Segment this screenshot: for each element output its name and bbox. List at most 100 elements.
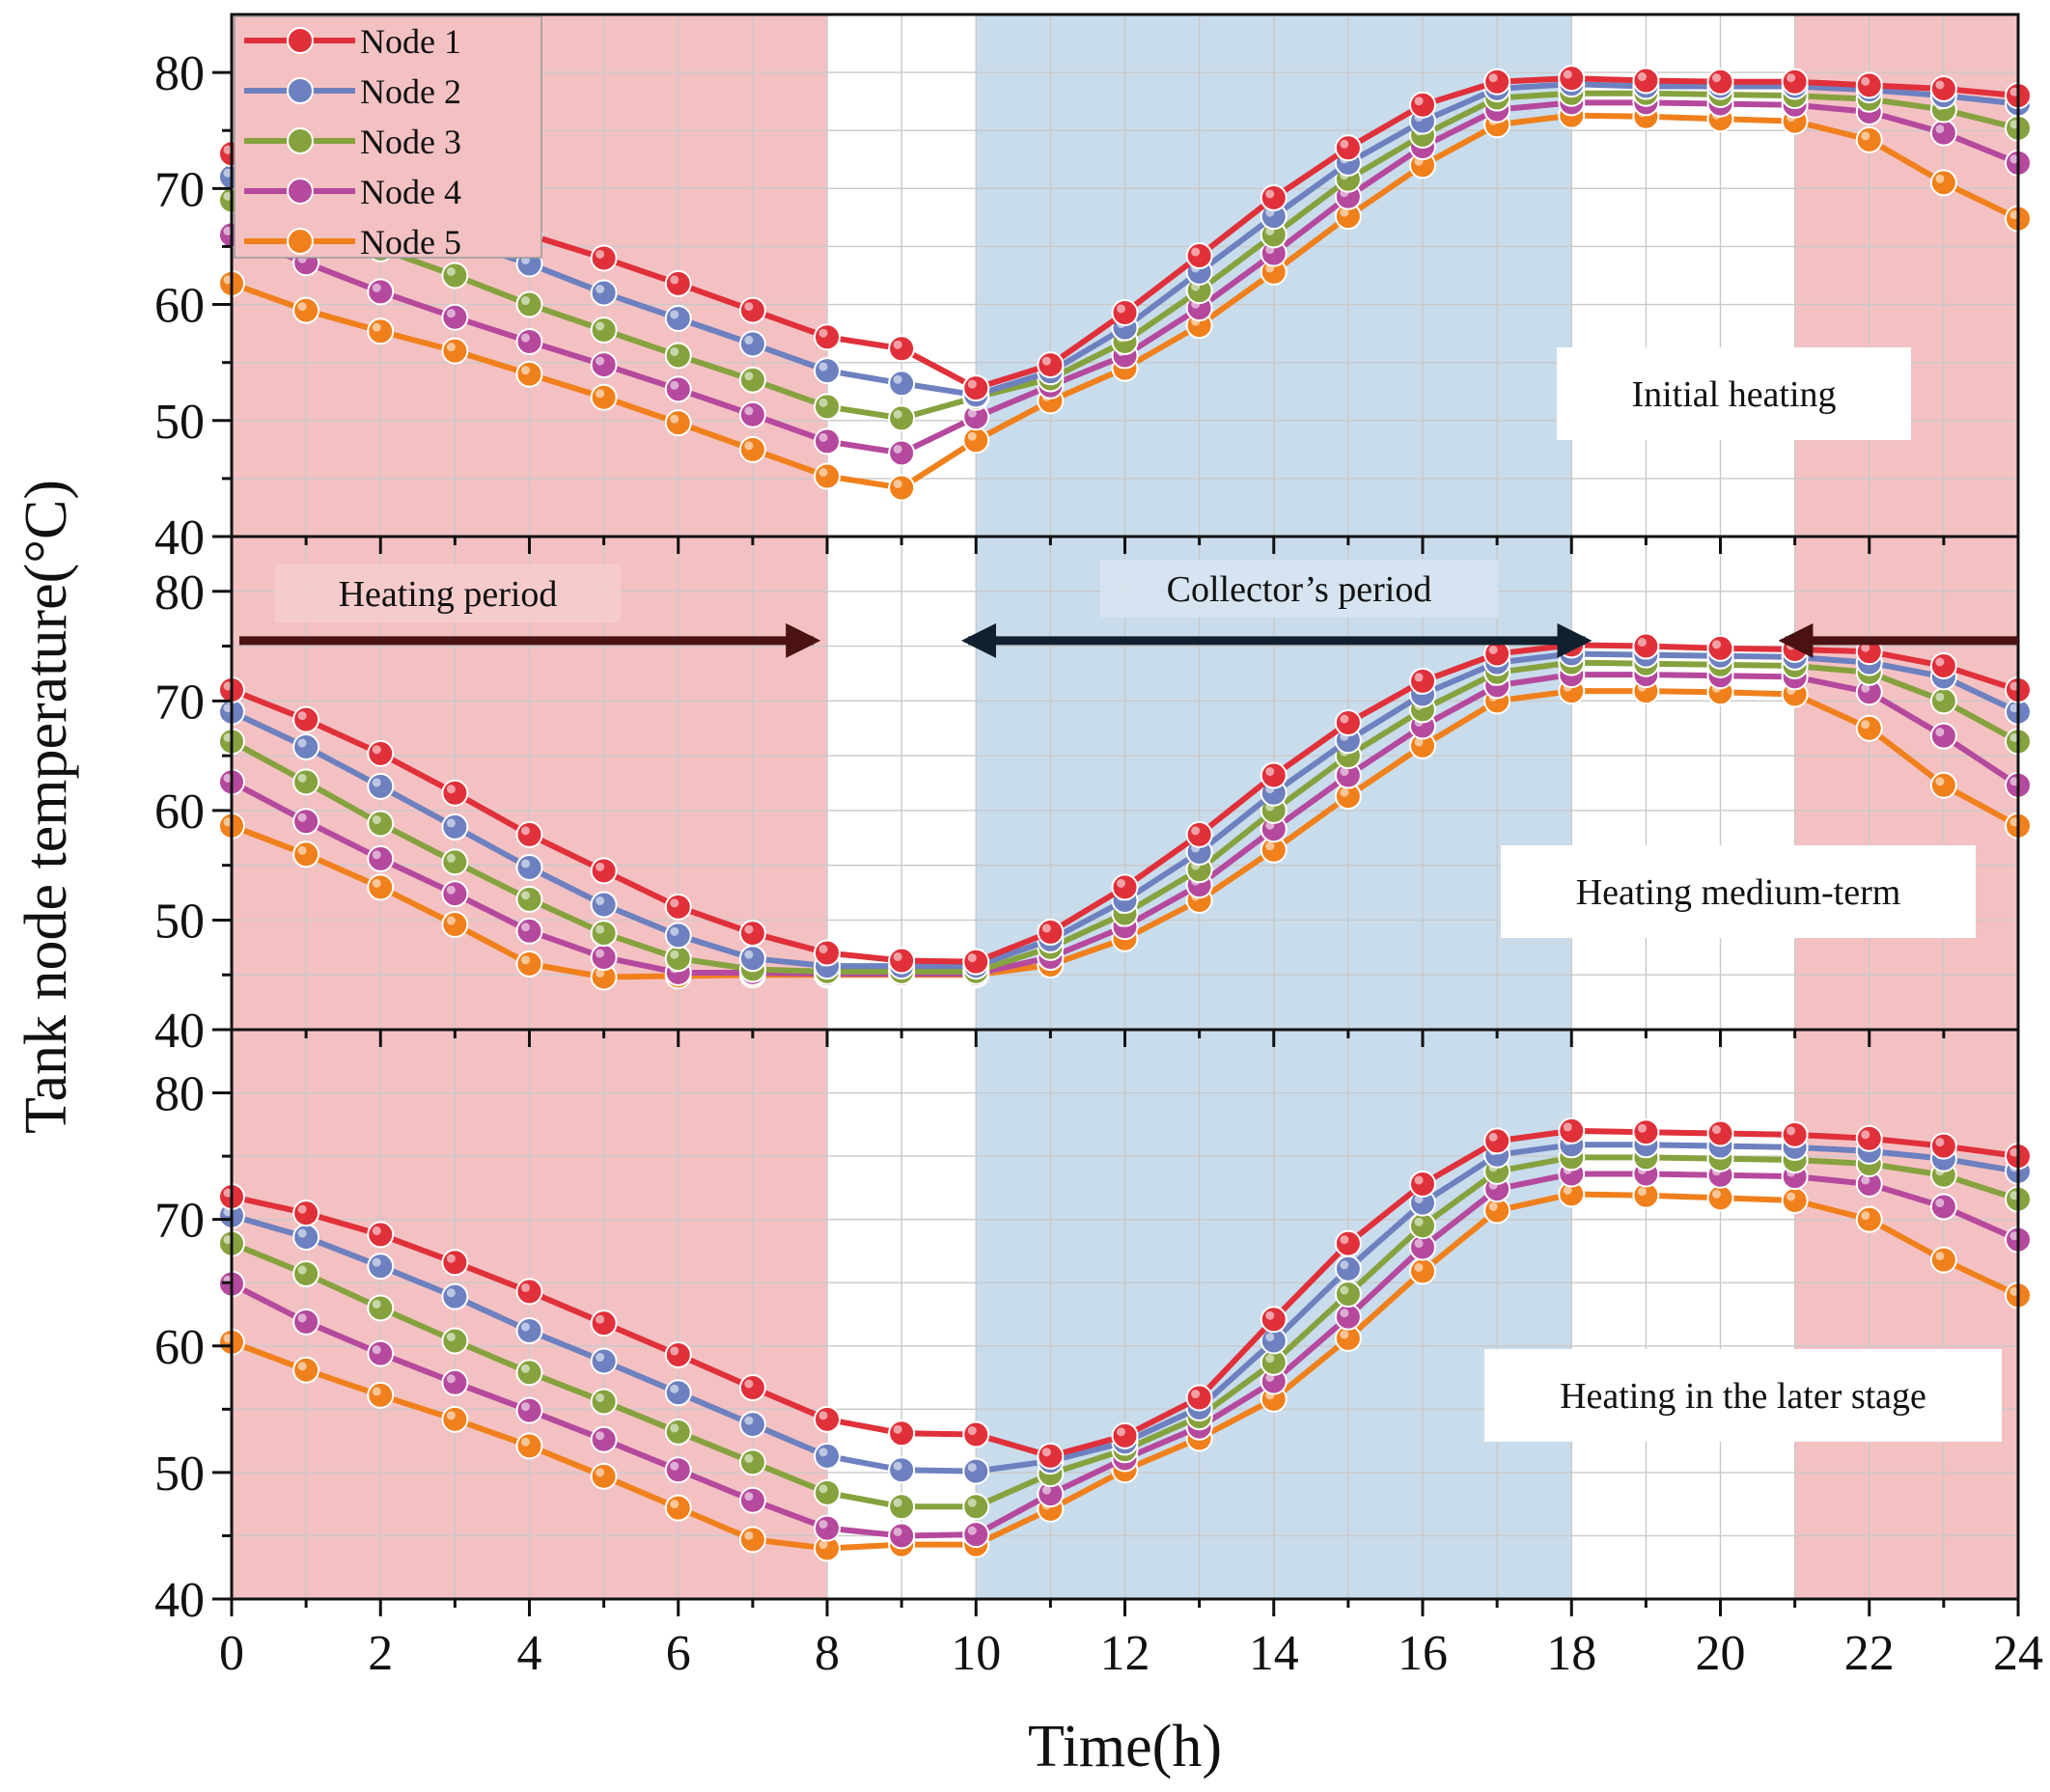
x-tick-label: 22 xyxy=(1844,1626,1895,1681)
data-point xyxy=(367,1221,395,1249)
point-highlight xyxy=(2009,732,2019,742)
y-tick-label: 60 xyxy=(154,279,205,334)
point-highlight xyxy=(670,1500,679,1509)
point-highlight xyxy=(223,226,233,235)
data-point xyxy=(292,768,320,796)
data-point xyxy=(515,328,543,356)
data-point xyxy=(1409,1212,1436,1240)
data-point xyxy=(590,1310,618,1337)
point-highlight xyxy=(2009,87,2019,96)
point-highlight xyxy=(446,785,456,794)
point-highlight xyxy=(372,778,381,787)
y-tick-label: 70 xyxy=(154,162,205,217)
panel-title: Heating in the later stage xyxy=(1560,1376,1926,1417)
point-highlight xyxy=(372,878,381,888)
x-tick-label: 10 xyxy=(951,1626,1001,1681)
data-point xyxy=(664,893,692,921)
point-highlight xyxy=(297,1228,307,1238)
point-highlight xyxy=(967,379,977,389)
point-highlight xyxy=(521,826,530,836)
data-point xyxy=(888,439,916,467)
point-highlight xyxy=(223,817,233,827)
y-tick-label: 80 xyxy=(154,46,205,101)
data-point xyxy=(664,375,692,403)
point-highlight xyxy=(521,1282,530,1292)
data-point xyxy=(590,1462,618,1490)
legend-marker xyxy=(287,27,314,54)
data-point xyxy=(515,1317,543,1345)
point-highlight xyxy=(967,408,977,418)
point-highlight xyxy=(1414,1175,1424,1185)
data-point xyxy=(515,820,543,848)
x-tick-label: 12 xyxy=(1100,1626,1150,1681)
data-point xyxy=(1185,820,1213,848)
data-point xyxy=(664,1456,692,1484)
point-highlight xyxy=(596,1353,605,1363)
data-point xyxy=(738,400,766,428)
data-point xyxy=(590,1388,618,1416)
point-highlight xyxy=(446,267,456,276)
data-point xyxy=(441,337,469,365)
text-labels: Initial heating Heating medium-term Heatin… xyxy=(14,46,2043,1779)
data-point xyxy=(1781,1187,1809,1214)
point-highlight xyxy=(1935,1199,1945,1208)
point-highlight xyxy=(1712,73,1721,83)
data-point xyxy=(962,1457,990,1485)
point-highlight xyxy=(1117,878,1125,888)
data-point xyxy=(515,1396,543,1424)
legend-marker xyxy=(287,178,314,205)
point-highlight xyxy=(1340,1309,1349,1318)
point-highlight xyxy=(670,1461,679,1471)
point-highlight xyxy=(596,896,605,906)
point-highlight xyxy=(2009,681,2019,691)
point-highlight xyxy=(596,285,605,294)
data-point xyxy=(1334,1229,1362,1257)
data-point xyxy=(738,330,766,358)
data-point xyxy=(441,262,469,289)
data-point xyxy=(1334,1281,1362,1309)
point-highlight xyxy=(223,703,233,713)
point-highlight xyxy=(596,862,605,871)
point-highlight xyxy=(744,1530,754,1540)
point-highlight xyxy=(521,366,530,375)
x-tick-label: 18 xyxy=(1546,1626,1596,1681)
point-highlight xyxy=(372,322,381,332)
point-highlight xyxy=(893,340,902,349)
data-point xyxy=(738,945,766,973)
point-highlight xyxy=(670,1423,679,1433)
point-highlight xyxy=(372,1299,381,1309)
point-highlight xyxy=(1340,1330,1349,1339)
point-highlight xyxy=(297,302,307,312)
data-point xyxy=(590,317,618,345)
point-highlight xyxy=(1340,207,1349,217)
point-highlight xyxy=(1191,826,1201,836)
data-point xyxy=(738,1486,766,1514)
point-highlight xyxy=(596,1314,605,1324)
data-point xyxy=(1706,634,1734,662)
point-highlight xyxy=(596,949,605,958)
data-point xyxy=(814,357,841,385)
point-highlight xyxy=(372,745,381,755)
point-highlight xyxy=(1935,728,1945,737)
data-point xyxy=(814,1442,841,1470)
panel-title-box xyxy=(1557,347,1911,440)
data-point xyxy=(367,1294,395,1322)
point-highlight xyxy=(2009,817,2019,827)
data-point xyxy=(1111,873,1139,901)
point-highlight xyxy=(2009,1231,2019,1241)
data-point xyxy=(367,1253,395,1281)
data-point xyxy=(441,1405,469,1433)
point-highlight xyxy=(1861,131,1870,141)
data-point xyxy=(962,948,990,976)
data-point xyxy=(664,922,692,950)
point-highlight xyxy=(2009,1286,2019,1296)
data-point xyxy=(888,404,916,432)
point-highlight xyxy=(893,480,902,489)
data-point xyxy=(367,772,395,800)
point-highlight xyxy=(744,441,754,451)
point-highlight xyxy=(744,1379,754,1389)
point-highlight xyxy=(596,1431,605,1441)
point-highlight xyxy=(446,1411,456,1420)
legend-label: Node 2 xyxy=(360,72,461,111)
point-highlight xyxy=(818,328,828,338)
